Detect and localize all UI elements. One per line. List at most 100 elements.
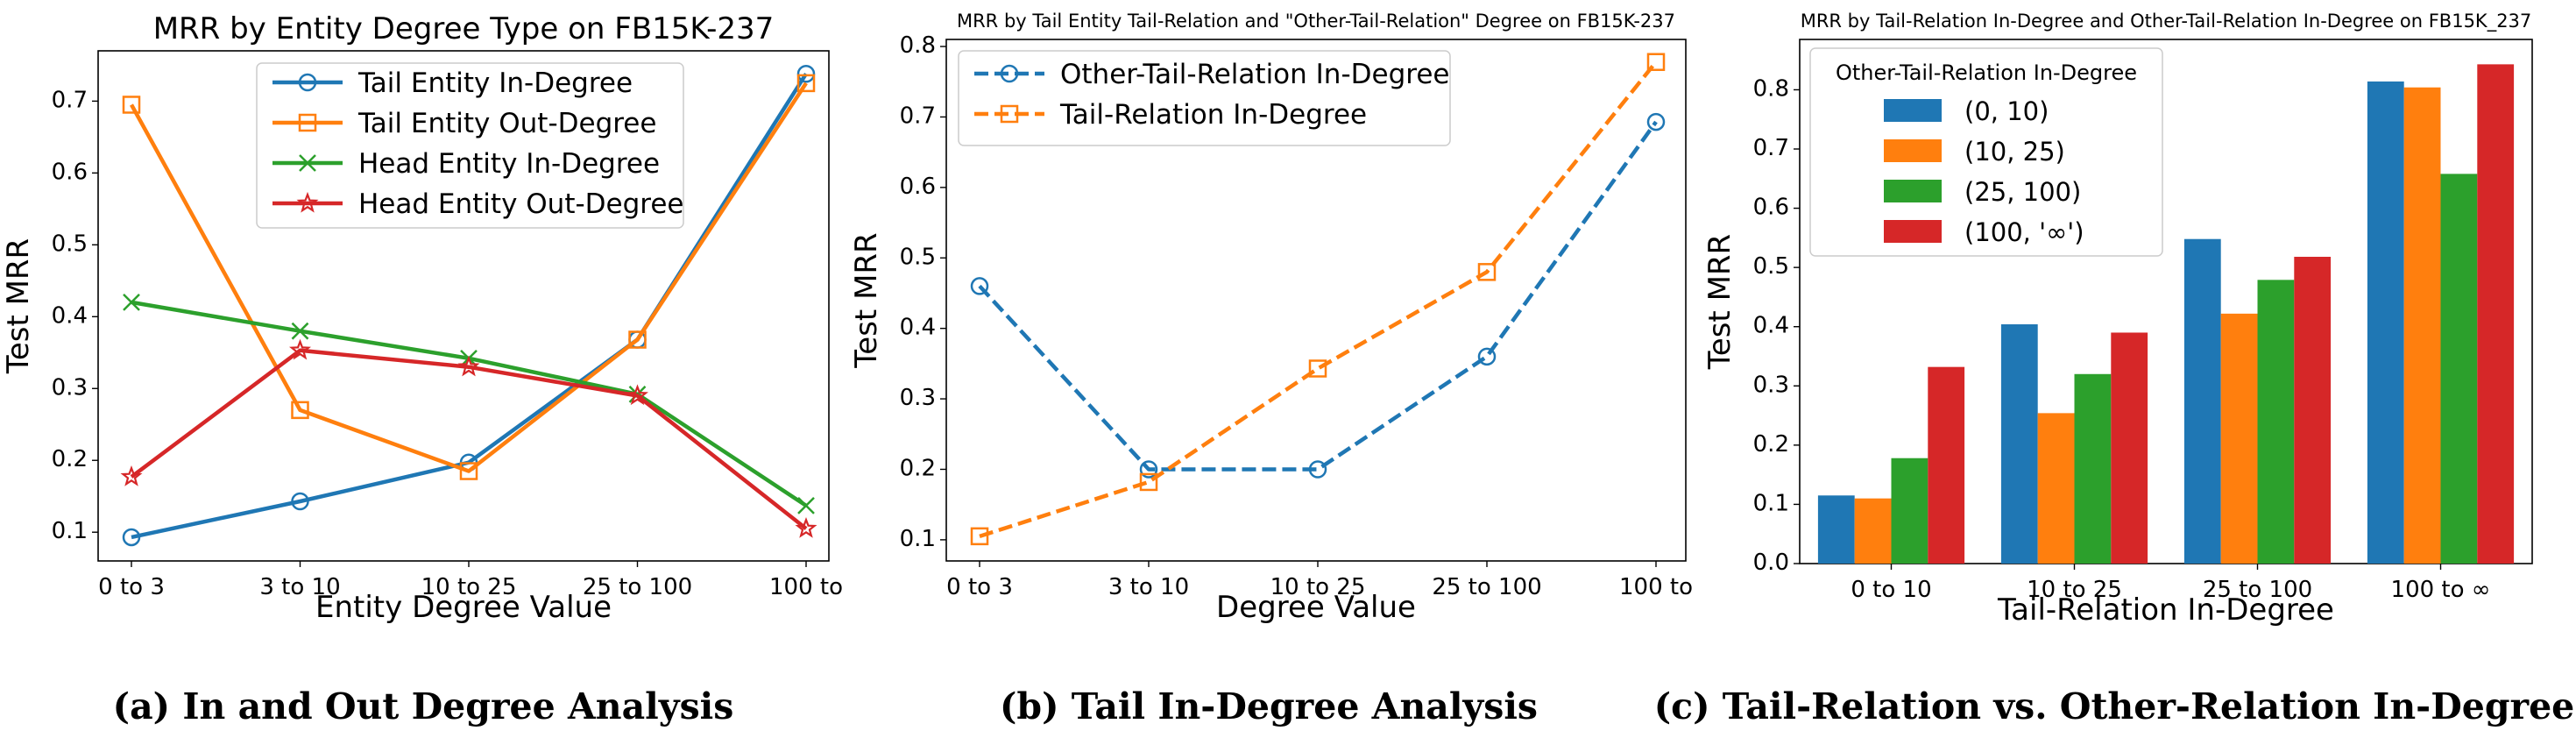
legend-swatch — [1884, 180, 1942, 202]
data-point — [1646, 53, 1666, 71]
data-point — [628, 330, 647, 349]
legend-swatch — [1884, 99, 1942, 122]
data-point — [459, 462, 478, 480]
bar — [2477, 64, 2515, 564]
x-tick-label: 100 to ∞ — [2391, 577, 2491, 603]
series-line-2 — [131, 300, 808, 507]
bar — [2294, 256, 2332, 564]
y-tick-label: 0.1 — [52, 518, 88, 544]
data-point — [1477, 263, 1497, 281]
y-tick-label: 0.6 — [52, 159, 88, 185]
legend-label: Head Entity Out-Degree — [358, 188, 684, 220]
data-point — [1308, 359, 1327, 378]
data-point — [122, 96, 141, 114]
x-axis-label: Entity Degree Value — [315, 590, 612, 625]
x-axis-label: Tail-Relation In-Degree — [1997, 592, 2334, 628]
x-tick-label: 3 to 10 — [259, 574, 340, 600]
series-line-1 — [979, 60, 1658, 539]
data-point — [291, 492, 309, 511]
bar — [2220, 313, 2258, 564]
x-tick-label: 100 to — [769, 574, 843, 600]
legend-marker — [1000, 104, 1019, 124]
y-tick-label: 0.7 — [1753, 135, 1789, 161]
bar — [2111, 332, 2148, 564]
legend-title: Other-Tail-Relation In-Degree — [1836, 60, 2137, 85]
y-axis-label: Test MRR — [849, 232, 884, 368]
x-tick-label: 10 to 25 — [2027, 577, 2122, 603]
legend-marker — [298, 73, 317, 92]
x-tick-label: 100 to — [1619, 574, 1693, 600]
legend-label: (25, 100) — [1964, 177, 2081, 207]
y-tick-label: 0.6 — [1753, 195, 1789, 221]
data-point — [291, 401, 309, 420]
x-axis-label: Degree Value — [1216, 590, 1416, 625]
bar — [2183, 238, 2221, 564]
x-tick-label: 0 to 3 — [98, 574, 165, 600]
y-tick-label: 0.8 — [900, 32, 936, 59]
bar — [1854, 498, 1892, 564]
legend-label: Tail-Relation In-Degree — [1059, 99, 1367, 131]
y-tick-label: 0.5 — [900, 244, 936, 270]
chart-0: 0.1 0.2 0.3 0.4 0.5 0.6 0.7 MRR by Entity Degre… — [1, 11, 843, 625]
legend-label: (100, '∞') — [1964, 217, 2084, 247]
y-tick-label: 0.4 — [900, 315, 936, 341]
legend-marker — [1000, 64, 1019, 83]
legend-marker — [296, 191, 319, 213]
data-point — [1308, 460, 1327, 479]
caption-b: (b) Tail In-Degree Analysis — [1000, 685, 1538, 727]
y-tick-label: 0.3 — [1753, 372, 1789, 398]
data-point — [122, 528, 141, 547]
legend-box — [256, 62, 684, 229]
bar — [1928, 366, 1965, 564]
y-tick-label: 0.0 — [1753, 550, 1789, 576]
y-tick-label: 0.6 — [900, 174, 936, 200]
y-tick-label: 0.5 — [52, 231, 88, 257]
legend-label: Head Entity In-Degree — [358, 148, 660, 180]
x-tick-label: 25 to 100 — [1432, 574, 1541, 600]
y-tick-label: 0.3 — [900, 385, 936, 411]
data-point — [970, 527, 989, 546]
y-tick-label: 0.1 — [900, 526, 936, 552]
legend-swatch — [1884, 139, 1942, 162]
bar — [2000, 324, 2038, 564]
data-point — [796, 64, 816, 83]
bar — [2367, 81, 2404, 564]
x-tick-label: 25 to 100 — [583, 574, 692, 600]
x-tick-label: 10 to 25 — [1270, 574, 1366, 600]
y-axis-label: Test MRR — [1, 238, 36, 374]
legend-label: (10, 25) — [1964, 137, 2065, 167]
data-point — [457, 355, 480, 377]
legend-label: Other-Tail-Relation In-Degree — [1060, 59, 1449, 90]
data-point — [970, 277, 989, 295]
data-point — [291, 322, 309, 340]
chart-title: MRR by Entity Degree Type on FB15K-237 — [153, 11, 775, 46]
data-point — [796, 74, 816, 93]
data-point — [120, 465, 143, 486]
x-tick-label: 0 to 3 — [946, 574, 1013, 600]
chart-2: 0.0 0.1 0.2 0.3 0.4 0.5 0.6 0.7 0.8 MRR by Tail-R… — [1702, 11, 2533, 628]
plot-frame — [97, 50, 830, 562]
bar — [2037, 413, 2075, 564]
y-tick-label: 0.3 — [52, 374, 88, 401]
data-point — [1139, 460, 1158, 479]
plot-frame — [945, 39, 1687, 562]
y-tick-label: 0.2 — [900, 455, 936, 481]
y-tick-label: 0.5 — [1753, 253, 1789, 280]
data-point — [795, 516, 817, 538]
x-tick-label: 0 to 10 — [1851, 577, 1931, 603]
x-tick-label: 3 to 10 — [1108, 574, 1189, 600]
data-point — [1646, 112, 1666, 131]
bar — [2074, 373, 2112, 564]
series-line-0 — [978, 120, 1658, 472]
data-point — [1477, 347, 1497, 366]
x-tick-label: 25 to 100 — [2203, 577, 2312, 603]
bar — [2440, 174, 2478, 564]
bar — [1817, 495, 1855, 564]
chart-title: MRR by Tail Entity Tail-Relation and "Ot… — [957, 11, 1675, 32]
bar — [2403, 87, 2441, 564]
data-point — [1139, 472, 1158, 492]
legend-marker — [298, 113, 317, 132]
x-tick-label: 10 to 25 — [421, 574, 517, 600]
caption-c: (c) Tail-Relation vs. Other-Relation In-… — [1653, 685, 2575, 727]
